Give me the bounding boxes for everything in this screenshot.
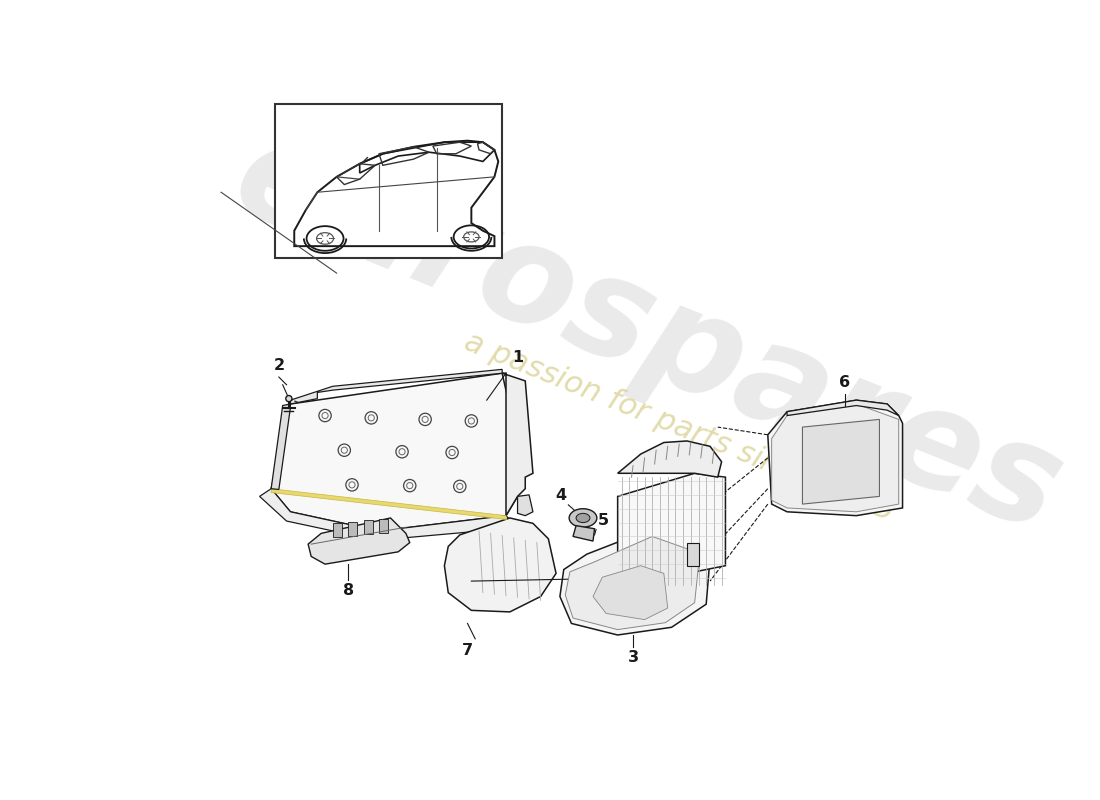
Polygon shape	[502, 373, 534, 516]
Text: 7: 7	[462, 642, 473, 658]
Bar	[275, 104, 502, 258]
Polygon shape	[271, 373, 526, 531]
Polygon shape	[573, 526, 594, 541]
Polygon shape	[768, 400, 902, 516]
Bar	[686, 542, 698, 566]
Circle shape	[286, 395, 292, 402]
Text: a passion for parts since 1985: a passion for parts since 1985	[460, 327, 899, 527]
Polygon shape	[803, 419, 880, 504]
Polygon shape	[271, 404, 290, 490]
Bar	[378, 518, 388, 533]
Polygon shape	[593, 566, 668, 619]
Polygon shape	[271, 489, 507, 519]
Text: 3: 3	[627, 650, 639, 666]
Polygon shape	[618, 441, 722, 477]
Polygon shape	[565, 537, 698, 630]
Polygon shape	[618, 474, 726, 589]
Ellipse shape	[569, 509, 597, 527]
Polygon shape	[260, 489, 517, 540]
Polygon shape	[517, 495, 534, 516]
Polygon shape	[788, 400, 899, 415]
Text: 8: 8	[342, 583, 354, 598]
Polygon shape	[772, 404, 899, 512]
Polygon shape	[444, 518, 556, 612]
Bar	[332, 523, 342, 538]
Bar	[348, 522, 358, 536]
Text: 2: 2	[273, 358, 285, 373]
Text: eurospares: eurospares	[216, 108, 1081, 562]
Text: 5: 5	[597, 513, 608, 528]
Polygon shape	[560, 527, 711, 635]
Text: 1: 1	[512, 350, 524, 366]
Text: 6: 6	[839, 375, 850, 390]
Bar	[363, 520, 373, 534]
Polygon shape	[308, 518, 409, 564]
Polygon shape	[290, 370, 502, 404]
Ellipse shape	[576, 514, 590, 522]
Text: 4: 4	[556, 487, 566, 502]
